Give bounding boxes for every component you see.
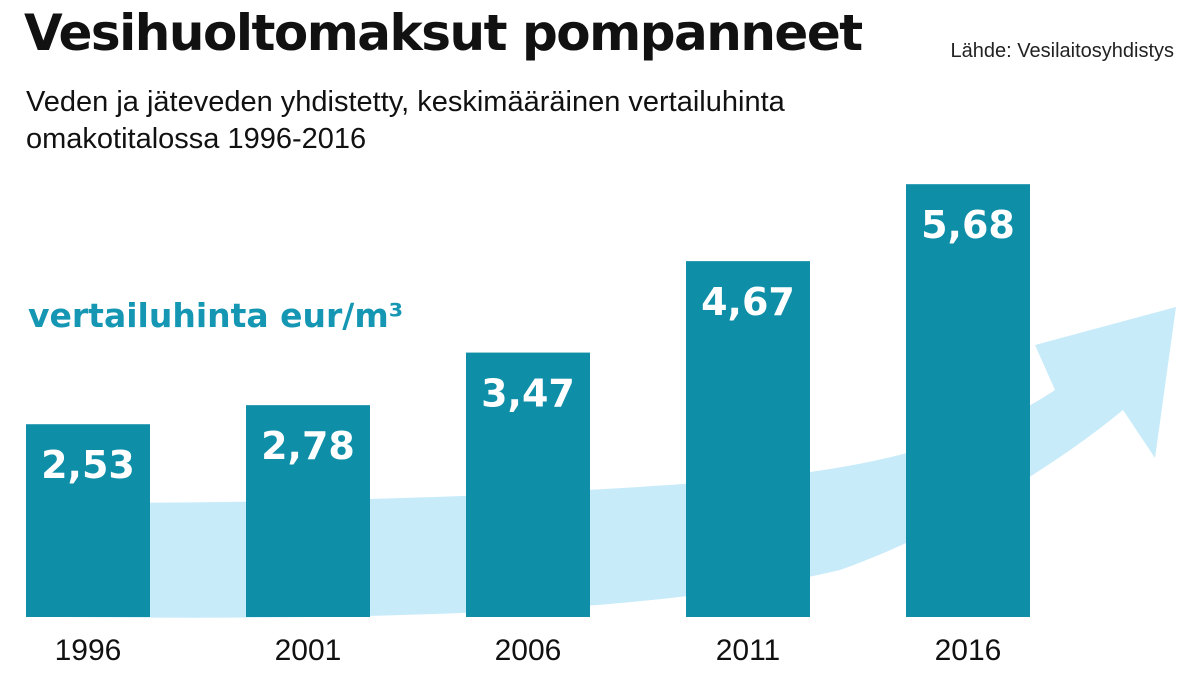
bar-1996 <box>26 424 150 617</box>
unit-label: vertailuhinta eur/m³ <box>28 296 403 335</box>
value-label-2006: 3,47 <box>481 372 575 416</box>
value-label-2011: 4,67 <box>701 280 795 324</box>
bar-2001 <box>246 405 370 617</box>
chart-title: Vesihuoltomaksut pompanneet <box>24 4 863 62</box>
bar-2011 <box>686 261 810 617</box>
value-label-2016: 5,68 <box>921 203 1015 247</box>
x-tick-label-1996: 1996 <box>55 634 122 667</box>
bars-group: 2,53 1996 2,78 2001 3,47 2006 4,67 2011 5,68 2016 <box>26 184 1030 667</box>
x-tick-label-2016: 2016 <box>935 634 1002 667</box>
value-label-2001: 2,78 <box>261 424 355 468</box>
bar-2016 <box>906 184 1030 617</box>
x-tick-label-2011: 2011 <box>716 634 781 667</box>
source-note: Lähde: Vesilaitosyhdistys <box>950 40 1174 62</box>
bar-2006 <box>466 352 590 617</box>
value-label-1996: 2,53 <box>41 443 135 487</box>
x-tick-label-2001: 2001 <box>275 634 342 667</box>
x-tick-label-2006: 2006 <box>495 634 562 667</box>
chart-subtitle: Veden ja jäteveden yhdistetty, keskimäär… <box>26 86 785 155</box>
